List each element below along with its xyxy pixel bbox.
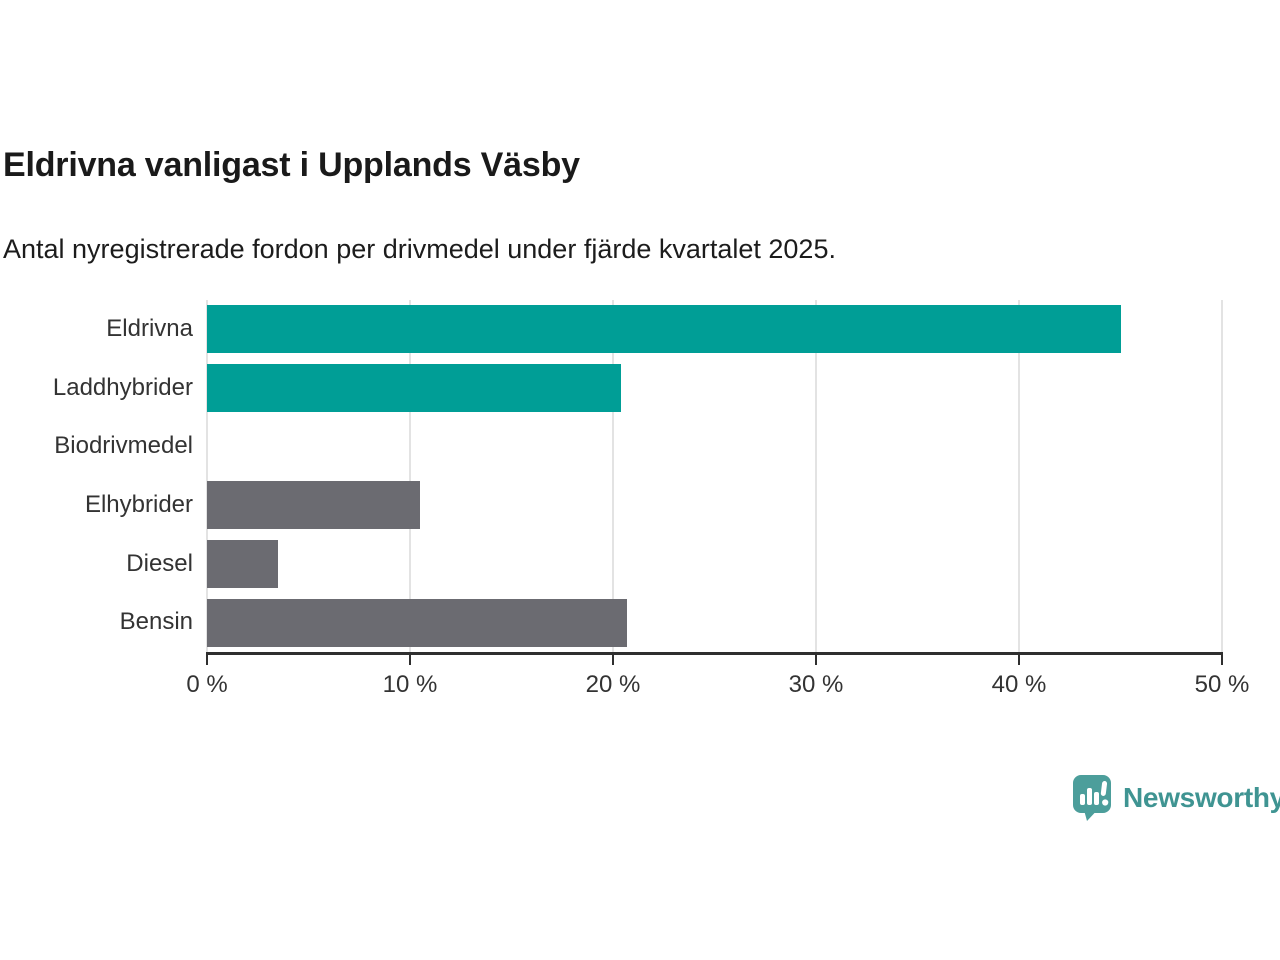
x-axis-tick-label-20: 20 % (585, 671, 641, 698)
bar-elhybrider (207, 481, 421, 530)
x-axis-tick-label-40: 40 % (991, 671, 1047, 698)
newsworthy-logo-icon (1073, 775, 1111, 821)
x-axis-tick-30 (815, 655, 817, 665)
x-axis-tick-40 (1018, 655, 1020, 665)
gridline-10 (409, 300, 411, 652)
gridline-50 (1221, 300, 1223, 652)
x-axis-tick-10 (409, 655, 411, 665)
chart-subtitle: Antal nyregistrerade fordon per drivmede… (3, 234, 836, 264)
chart-title: Eldrivna vanligast i Upplands Väsby (3, 146, 580, 184)
gridline-20 (612, 300, 614, 652)
bar-eldrivna (207, 305, 1121, 354)
newsworthy-logo-text: Newsworthy (1123, 781, 1280, 813)
category-label-bensin: Bensin (119, 608, 193, 636)
category-label-eldrivna: Eldrivna (106, 315, 193, 342)
bar-diesel (207, 540, 279, 588)
x-axis-tick-0 (206, 655, 208, 665)
category-label-laddhybrider: Laddhybrider (52, 373, 193, 401)
newsworthy-logo: Newsworthy (1072, 774, 1280, 821)
x-axis-tick-label-10: 10 % (382, 671, 438, 698)
gridline-40 (1018, 300, 1020, 652)
x-axis-tick-20 (612, 655, 614, 665)
bar-bensin (207, 598, 628, 647)
x-axis-tick-label-30: 30 % (788, 671, 844, 698)
x-axis-tick-label-50: 50 % (1194, 671, 1250, 698)
category-label-elhybrider: Elhybrider (84, 491, 193, 518)
category-label-diesel: Diesel (126, 549, 193, 577)
gridline-0 (206, 300, 208, 652)
x-axis-tick-50 (1221, 655, 1223, 665)
x-axis-line (206, 652, 1223, 655)
gridline-30 (815, 300, 817, 652)
x-axis-tick-label-0: 0 % (186, 671, 228, 698)
bar-laddhybrider (207, 364, 622, 412)
category-label-biodrivmedel: Biodrivmedel (54, 432, 193, 460)
